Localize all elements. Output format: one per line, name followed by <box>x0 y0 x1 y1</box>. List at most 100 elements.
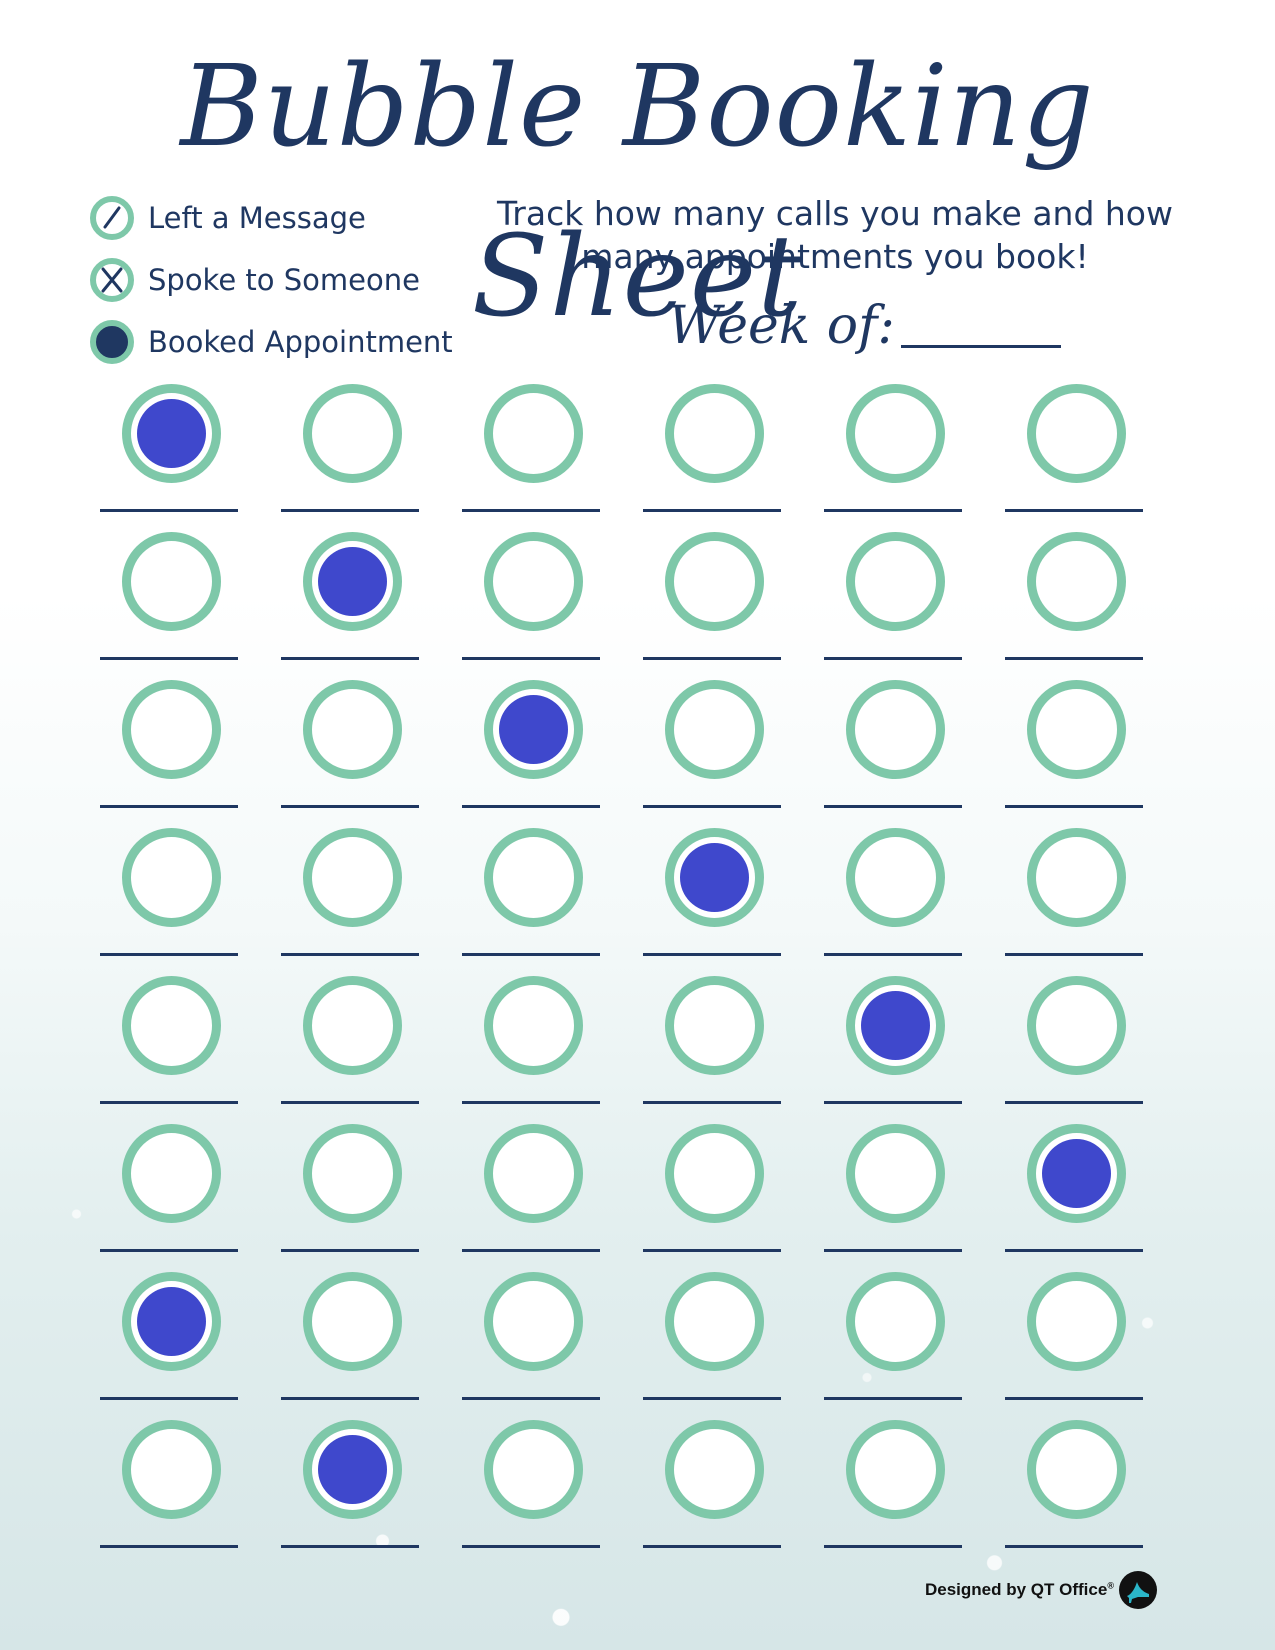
bubble-write-line[interactable] <box>100 1249 238 1252</box>
call-bubble[interactable] <box>484 828 583 927</box>
call-bubble[interactable] <box>846 1272 945 1371</box>
bubble-write-line[interactable] <box>281 1101 419 1104</box>
filled-circle-icon <box>90 320 134 364</box>
call-bubble[interactable] <box>1027 532 1126 631</box>
call-bubble[interactable] <box>1027 1420 1126 1519</box>
bubble-write-line[interactable] <box>1005 509 1143 512</box>
call-bubble[interactable] <box>303 1420 402 1519</box>
call-bubble[interactable] <box>303 1272 402 1371</box>
call-bubble[interactable] <box>303 1124 402 1223</box>
bubble-write-line[interactable] <box>281 509 419 512</box>
bubble-write-line[interactable] <box>643 1545 781 1548</box>
bubble-write-line[interactable] <box>1005 1101 1143 1104</box>
call-bubble[interactable] <box>122 384 221 483</box>
call-bubble[interactable] <box>122 1124 221 1223</box>
call-bubble[interactable] <box>846 1124 945 1223</box>
call-bubble[interactable] <box>665 976 764 1075</box>
bubble-write-line[interactable] <box>643 1249 781 1252</box>
call-bubble[interactable] <box>1027 976 1126 1075</box>
bubble-write-line[interactable] <box>643 1101 781 1104</box>
call-bubble[interactable] <box>1027 384 1126 483</box>
call-bubble[interactable] <box>846 532 945 631</box>
call-bubble[interactable] <box>484 1124 583 1223</box>
call-bubble[interactable] <box>122 976 221 1075</box>
bubble-write-line[interactable] <box>100 1101 238 1104</box>
call-bubble[interactable] <box>846 1420 945 1519</box>
bubble-write-line[interactable] <box>462 1101 600 1104</box>
bubble-write-line[interactable] <box>281 657 419 660</box>
bubble-write-line[interactable] <box>281 805 419 808</box>
bubble-write-line[interactable] <box>462 1249 600 1252</box>
bubble-write-line[interactable] <box>281 1249 419 1252</box>
bubble-write-line[interactable] <box>281 953 419 956</box>
call-bubble[interactable] <box>665 1124 764 1223</box>
call-bubble[interactable] <box>122 828 221 927</box>
call-bubble[interactable] <box>665 1420 764 1519</box>
bubble-write-line[interactable] <box>1005 1545 1143 1548</box>
bubble-write-line[interactable] <box>824 953 962 956</box>
bubble-write-line[interactable] <box>100 953 238 956</box>
bubble-write-line[interactable] <box>281 1397 419 1400</box>
call-bubble[interactable] <box>484 384 583 483</box>
bubble-write-line[interactable] <box>824 657 962 660</box>
call-bubble[interactable] <box>303 532 402 631</box>
call-bubble[interactable] <box>665 532 764 631</box>
call-bubble[interactable] <box>484 532 583 631</box>
call-bubble[interactable] <box>1027 828 1126 927</box>
call-bubble[interactable] <box>303 828 402 927</box>
bubble-write-line[interactable] <box>824 805 962 808</box>
call-bubble[interactable] <box>303 680 402 779</box>
call-bubble[interactable] <box>303 976 402 1075</box>
bubble-write-line[interactable] <box>1005 1249 1143 1252</box>
bubble-write-line[interactable] <box>100 1397 238 1400</box>
call-bubble[interactable] <box>122 532 221 631</box>
bubble-write-line[interactable] <box>462 1397 600 1400</box>
bubble-write-line[interactable] <box>643 1397 781 1400</box>
call-bubble[interactable] <box>665 828 764 927</box>
bubble-cell <box>1005 1416 1143 1564</box>
bubble-write-line[interactable] <box>643 509 781 512</box>
call-bubble[interactable] <box>484 976 583 1075</box>
bubble-write-line[interactable] <box>1005 657 1143 660</box>
bubble-write-line[interactable] <box>100 509 238 512</box>
bubble-write-line[interactable] <box>643 805 781 808</box>
call-bubble[interactable] <box>484 1272 583 1371</box>
call-bubble[interactable] <box>303 384 402 483</box>
bubble-write-line[interactable] <box>1005 1397 1143 1400</box>
call-bubble[interactable] <box>665 1272 764 1371</box>
call-bubble[interactable] <box>665 680 764 779</box>
call-bubble[interactable] <box>122 680 221 779</box>
call-bubble[interactable] <box>1027 1272 1126 1371</box>
call-bubble[interactable] <box>846 384 945 483</box>
bubble-write-line[interactable] <box>281 1545 419 1548</box>
bubble-write-line[interactable] <box>1005 953 1143 956</box>
bubble-write-line[interactable] <box>824 509 962 512</box>
bubble-write-line[interactable] <box>1005 805 1143 808</box>
bubble-write-line[interactable] <box>824 1101 962 1104</box>
call-bubble[interactable] <box>846 680 945 779</box>
bubble-write-line[interactable] <box>824 1397 962 1400</box>
bubble-write-line[interactable] <box>100 1545 238 1548</box>
legend-item-booked-appointment: Booked Appointment <box>88 319 453 365</box>
bubble-write-line[interactable] <box>824 1545 962 1548</box>
bubble-write-line[interactable] <box>824 1249 962 1252</box>
bubble-write-line[interactable] <box>462 953 600 956</box>
bubble-write-line[interactable] <box>100 805 238 808</box>
bubble-write-line[interactable] <box>462 657 600 660</box>
week-of-blank-line[interactable] <box>900 345 1061 348</box>
bubble-write-line[interactable] <box>462 805 600 808</box>
call-bubble[interactable] <box>122 1420 221 1519</box>
bubble-write-line[interactable] <box>462 509 600 512</box>
bubble-write-line[interactable] <box>100 657 238 660</box>
call-bubble[interactable] <box>484 680 583 779</box>
call-bubble[interactable] <box>665 384 764 483</box>
call-bubble[interactable] <box>846 828 945 927</box>
bubble-write-line[interactable] <box>643 953 781 956</box>
call-bubble[interactable] <box>484 1420 583 1519</box>
call-bubble[interactable] <box>1027 680 1126 779</box>
bubble-write-line[interactable] <box>643 657 781 660</box>
call-bubble[interactable] <box>1027 1124 1126 1223</box>
call-bubble[interactable] <box>122 1272 221 1371</box>
call-bubble[interactable] <box>846 976 945 1075</box>
bubble-write-line[interactable] <box>462 1545 600 1548</box>
